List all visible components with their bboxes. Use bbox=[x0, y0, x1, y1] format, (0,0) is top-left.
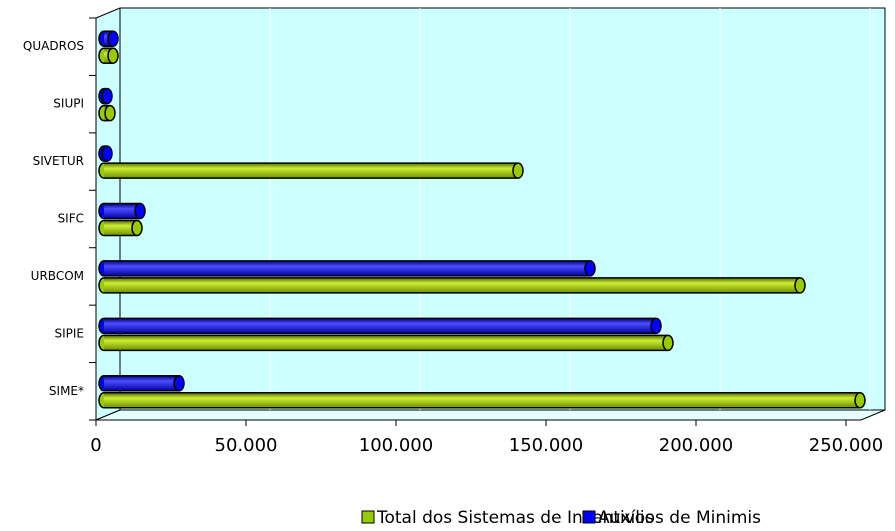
y-tick-label: SIFC bbox=[58, 212, 84, 226]
bar-part bbox=[173, 375, 185, 392]
bar-part bbox=[584, 260, 596, 277]
bar-part bbox=[104, 203, 140, 219]
legend-label: Auxílios de Minimis bbox=[598, 508, 761, 528]
bar-part bbox=[854, 392, 866, 409]
bar-part bbox=[101, 145, 113, 162]
bar bbox=[98, 277, 806, 294]
x-tick-label: 0 bbox=[90, 435, 101, 456]
bar-part bbox=[104, 375, 179, 391]
bar-part bbox=[101, 87, 113, 105]
y-tick-label: URBCOM bbox=[31, 269, 84, 283]
bar-part bbox=[104, 104, 116, 122]
bar bbox=[98, 219, 143, 237]
bar bbox=[98, 202, 146, 220]
legend-swatch bbox=[361, 510, 375, 524]
bar-part bbox=[104, 163, 518, 179]
x-tick-label: 200.000 bbox=[659, 435, 733, 456]
bar-part bbox=[104, 335, 668, 351]
bar bbox=[98, 375, 185, 392]
bar-part bbox=[662, 334, 674, 352]
x-tick-label: 250.000 bbox=[809, 435, 883, 456]
bar bbox=[98, 104, 116, 122]
bar bbox=[98, 30, 119, 47]
bar-part bbox=[107, 30, 119, 47]
bar bbox=[98, 334, 674, 352]
bar bbox=[98, 145, 113, 162]
y-tick-label: SIPIE bbox=[54, 326, 84, 340]
bar-part bbox=[104, 318, 656, 334]
bar-part bbox=[104, 220, 137, 236]
y-tick-label: SIVETUR bbox=[33, 154, 84, 168]
y-tick-label: SIME* bbox=[49, 384, 84, 398]
x-tick-label: 150.000 bbox=[509, 435, 583, 456]
bar-part bbox=[650, 317, 662, 335]
bar-part bbox=[104, 260, 590, 276]
bar bbox=[98, 317, 662, 335]
bar-part bbox=[131, 219, 143, 237]
bar-part bbox=[512, 162, 524, 179]
bar bbox=[98, 87, 113, 105]
bar-part bbox=[104, 277, 800, 293]
bar-part bbox=[107, 47, 119, 64]
bar bbox=[98, 392, 866, 409]
legend-swatch bbox=[582, 510, 596, 524]
x-tick-label: 100.000 bbox=[359, 435, 433, 456]
bar-part bbox=[134, 202, 146, 220]
y-tick-label: QUADROS bbox=[23, 39, 84, 53]
floor bbox=[95, 409, 886, 421]
y-tick-label: SIUPI bbox=[53, 97, 84, 111]
bar-part bbox=[104, 392, 860, 408]
x-tick-label: 50.000 bbox=[215, 435, 278, 456]
bar-part bbox=[794, 277, 806, 294]
bar bbox=[98, 162, 524, 179]
bar bbox=[98, 260, 596, 277]
bar bbox=[98, 47, 119, 64]
